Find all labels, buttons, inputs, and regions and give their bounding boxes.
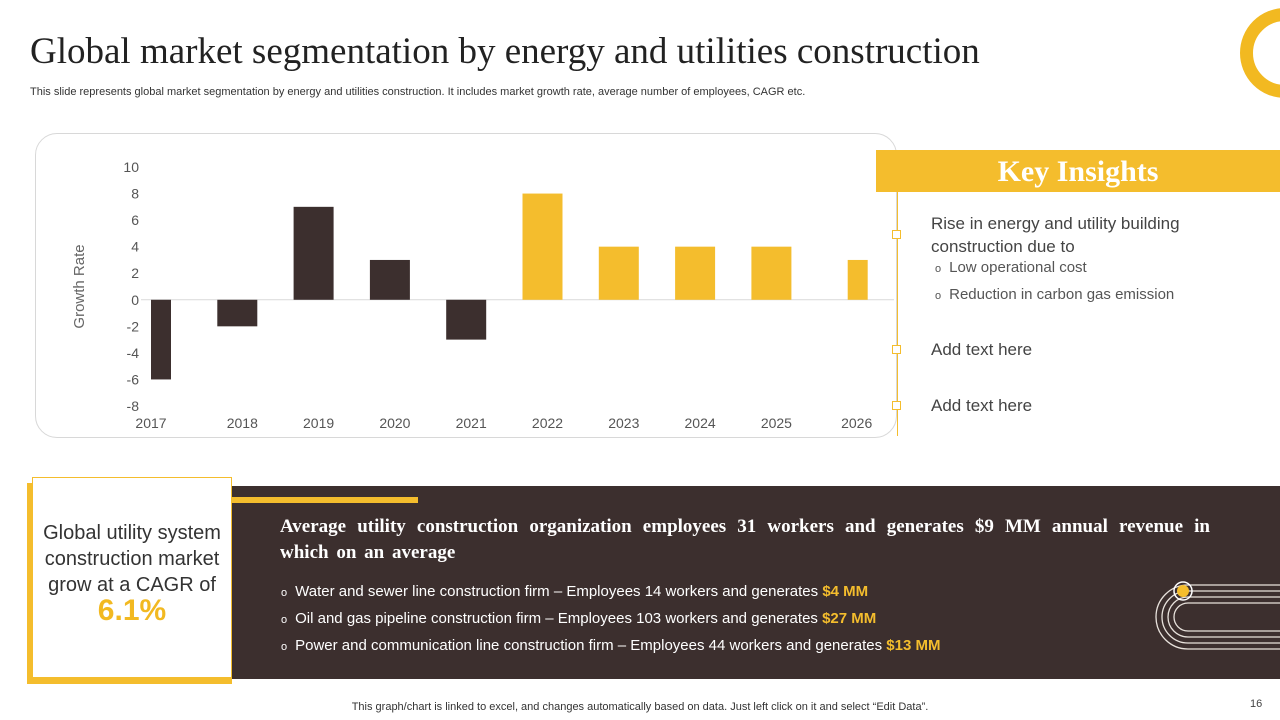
- bullet-text: Power and communication line constructio…: [295, 637, 883, 654]
- key-insights-divider: [897, 192, 898, 436]
- cagr-callout: Global utility system construction marke…: [32, 477, 232, 678]
- circle-bullet-icon: o: [281, 587, 288, 599]
- y-tick-label: 10: [123, 159, 139, 175]
- bar: [369, 259, 410, 300]
- cagr-value: 6.1%: [97, 594, 167, 627]
- bar: [522, 193, 563, 300]
- y-tick-label: -6: [127, 371, 140, 387]
- y-tick-label: 8: [131, 186, 139, 202]
- x-tick-label: 2025: [761, 415, 792, 431]
- subitem-label: Reduction in carbon gas emission: [949, 286, 1175, 303]
- summary-band: [231, 486, 1280, 679]
- summary-heading: Average utility construction organizatio…: [280, 516, 1210, 563]
- summary-bullet-1: o Water and sewer line construction firm …: [281, 583, 868, 600]
- subitem-label: Low operational cost: [949, 259, 1087, 276]
- bar: [217, 299, 258, 327]
- key-insights-title: Key Insights: [997, 155, 1159, 188]
- y-tick-label: -2: [127, 318, 140, 334]
- bullet-square-icon: [892, 345, 901, 354]
- x-tick-label: 2021: [456, 415, 487, 431]
- accent-bar: [194, 497, 418, 503]
- x-tick-label: 2017: [135, 415, 166, 431]
- page-number: 16: [1250, 698, 1263, 710]
- x-tick-label: 2022: [532, 415, 563, 431]
- summary-bullet-3: o Power and communication line constructi…: [281, 637, 940, 654]
- slide-title: Global market segmentation by energy and…: [30, 31, 980, 72]
- cagr-text: Global utility system construction marke…: [37, 520, 227, 627]
- circle-bullet-icon: o: [935, 290, 942, 302]
- y-tick-label: 6: [131, 212, 139, 228]
- x-tick-label: 2018: [227, 415, 258, 431]
- circle-bullet-icon: o: [281, 614, 288, 626]
- x-tick-label: 2024: [685, 415, 716, 431]
- decorative-ring-icon: [1240, 8, 1280, 98]
- bullet-text: Oil and gas pipeline construction firm –…: [295, 610, 818, 627]
- y-tick-label: 0: [131, 292, 139, 308]
- footer-note: This graph/chart is linked to excel, and…: [351, 701, 929, 713]
- circle-bullet-icon: o: [935, 263, 942, 275]
- circle-bullet-icon: o: [281, 641, 288, 653]
- bar: [446, 299, 487, 340]
- bar: [751, 246, 792, 300]
- bar: [675, 246, 716, 300]
- x-tick-label: 2026: [841, 415, 872, 431]
- x-tick-label: 2023: [608, 415, 639, 431]
- growth-rate-bar-chart[interactable]: -8 -6 -4 -2 0 2 4 6 8 10 2017 2018 2019 2020 2021 2022 2…: [36, 134, 898, 439]
- bar: [847, 259, 868, 300]
- y-tick-label: 2: [131, 265, 139, 281]
- y-tick-label: 4: [131, 239, 139, 255]
- x-tick-label: 2020: [379, 415, 410, 431]
- key-insights-banner: Key Insights: [876, 150, 1280, 192]
- slide-subtitle: This slide represents global market segm…: [30, 86, 806, 98]
- key-insight-3: Add text here: [931, 396, 1033, 415]
- chart-card[interactable]: -8 -6 -4 -2 0 2 4 6 8 10 2017 2018 2019 2020 2021 2022 2…: [35, 133, 897, 438]
- summary-bullet-2: o Oil and gas pipeline construction firm …: [281, 610, 876, 627]
- y-tick-label: -8: [127, 398, 140, 414]
- bullet-amount: $4 MM: [822, 583, 869, 600]
- key-insight-1-subitem-1: o Low operational cost: [935, 259, 1087, 276]
- bullet-amount: $27 MM: [822, 610, 877, 627]
- bullet-text: Water and sewer line construction firm –…: [295, 583, 819, 600]
- bar: [293, 206, 334, 300]
- key-insight-2: Add text here: [931, 340, 1033, 359]
- bar: [151, 299, 171, 380]
- x-tick-label: 2019: [303, 415, 334, 431]
- cagr-label: Global utility system construction marke…: [43, 522, 221, 596]
- y-tick-label: -4: [127, 345, 140, 361]
- y-axis-title: Growth Rate: [71, 244, 88, 328]
- bullet-amount: $13 MM: [886, 637, 941, 654]
- track-lines-icon: [1155, 581, 1280, 650]
- bar: [598, 246, 639, 300]
- key-insight-1-subitem-2: o Reduction in carbon gas emission: [935, 286, 1174, 303]
- bullet-square-icon: [892, 401, 901, 410]
- key-insight-1: Rise in energy and utility building cons…: [931, 214, 1180, 256]
- bullet-square-icon: [892, 230, 901, 239]
